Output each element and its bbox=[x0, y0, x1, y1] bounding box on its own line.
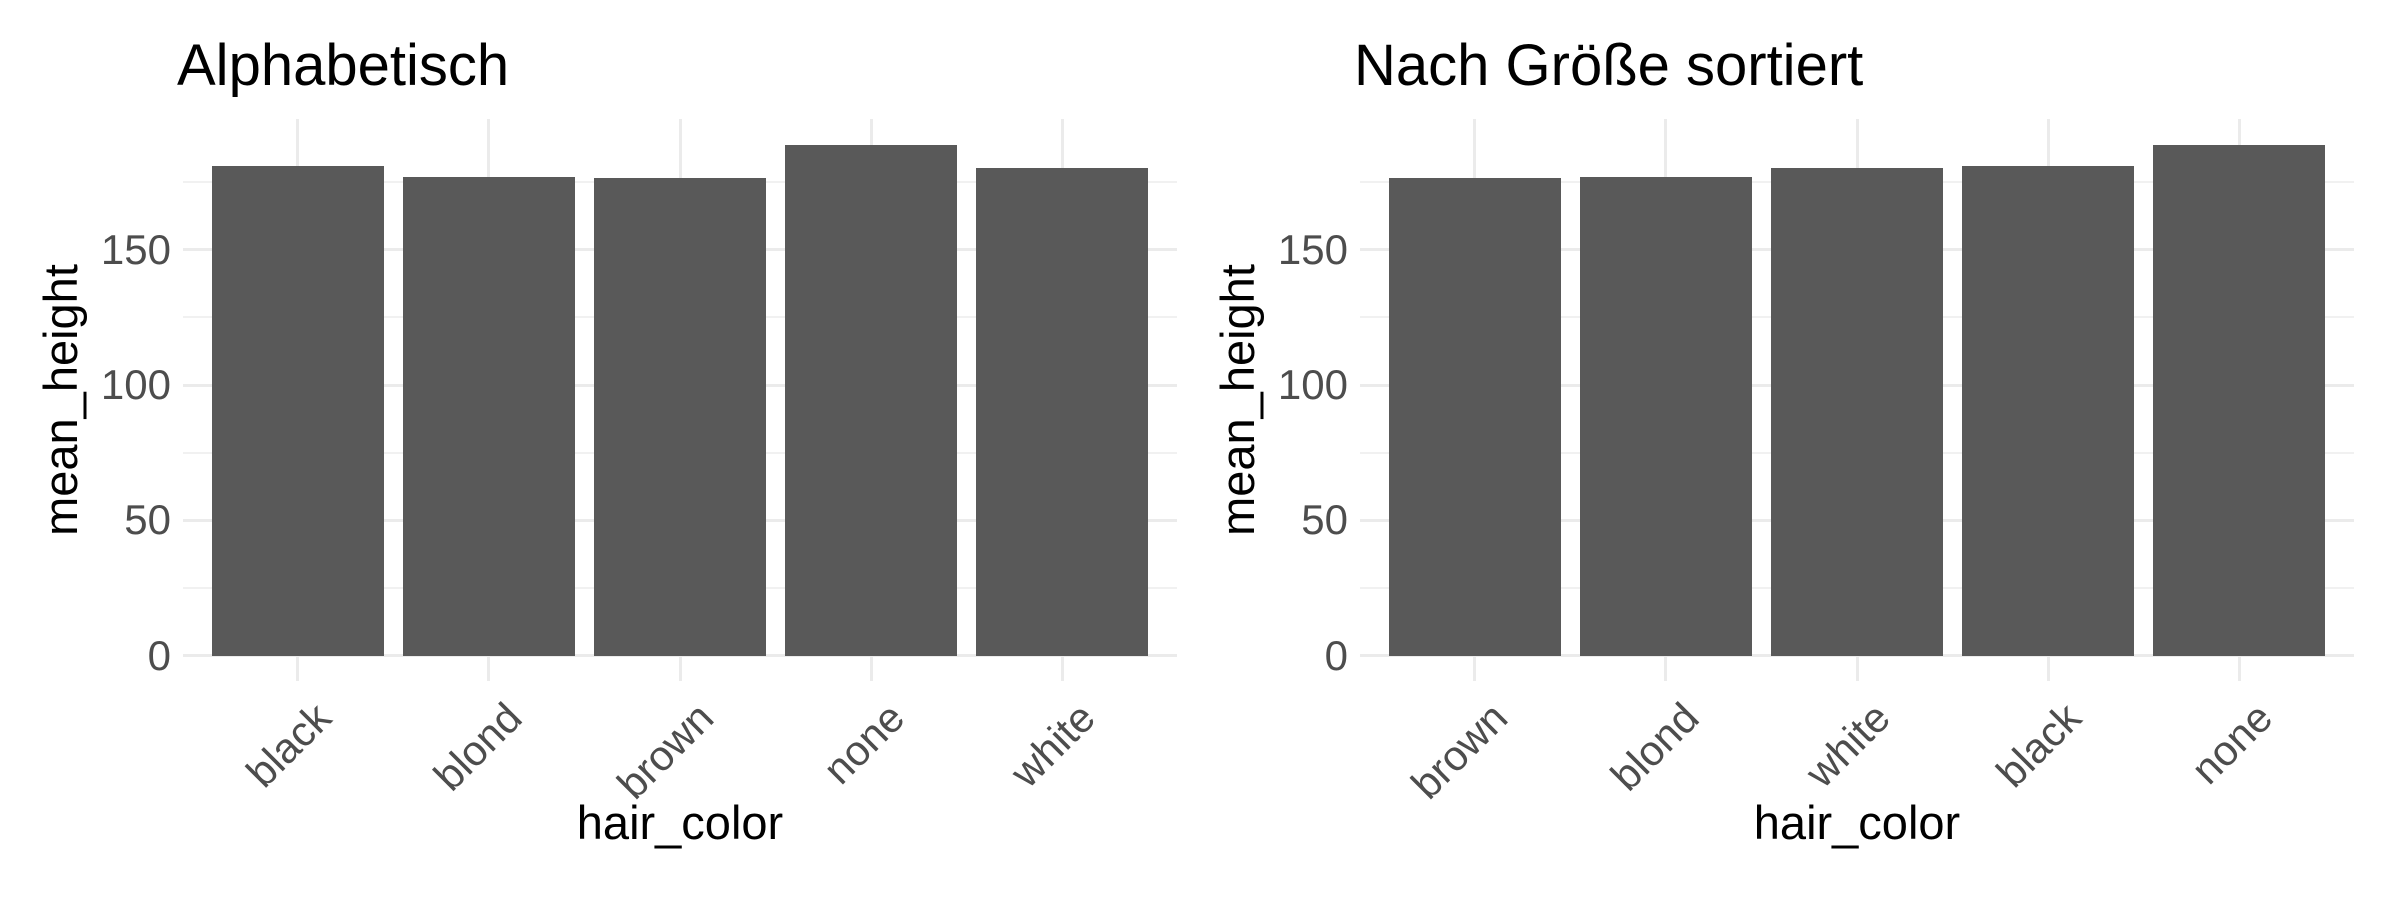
bar-none bbox=[2153, 145, 2326, 656]
bar-brown bbox=[593, 178, 766, 656]
bar-black bbox=[1962, 166, 2135, 656]
x-tick-label: blond bbox=[1601, 693, 1708, 800]
y-tick-label: 150 bbox=[100, 225, 171, 273]
y-tick-label: 100 bbox=[1277, 361, 1348, 409]
x-tick-label: none bbox=[2181, 693, 2282, 793]
bar-blond bbox=[1579, 176, 1752, 656]
bar-brown bbox=[1388, 178, 1561, 656]
x-axis-title: hair_color bbox=[576, 796, 784, 849]
bar-white bbox=[1770, 167, 1943, 656]
x-tick-label: black bbox=[1987, 693, 2090, 797]
y-tick-label: 150 bbox=[1277, 225, 1348, 273]
y-tick-label: 50 bbox=[124, 496, 171, 544]
plot-title: Nach Größe sortiert bbox=[1354, 33, 1864, 98]
x-tick-label: white bbox=[1796, 693, 1899, 797]
x-axis-title: hair_color bbox=[1753, 796, 1961, 849]
plot-panel bbox=[1360, 119, 2354, 681]
y-tick-label: 0 bbox=[147, 631, 171, 679]
y-tick-label: 100 bbox=[100, 361, 171, 409]
bar-white bbox=[976, 167, 1149, 656]
plot-panel bbox=[183, 119, 1177, 681]
plot-title: Alphabetisch bbox=[177, 33, 510, 98]
bar-none bbox=[785, 145, 958, 656]
bar-blond bbox=[402, 176, 575, 656]
x-tick-label: brown bbox=[1402, 693, 1517, 808]
y-tick-label: 50 bbox=[1301, 496, 1348, 544]
y-tick-label: 0 bbox=[1324, 631, 1348, 679]
bar-black bbox=[211, 166, 384, 656]
